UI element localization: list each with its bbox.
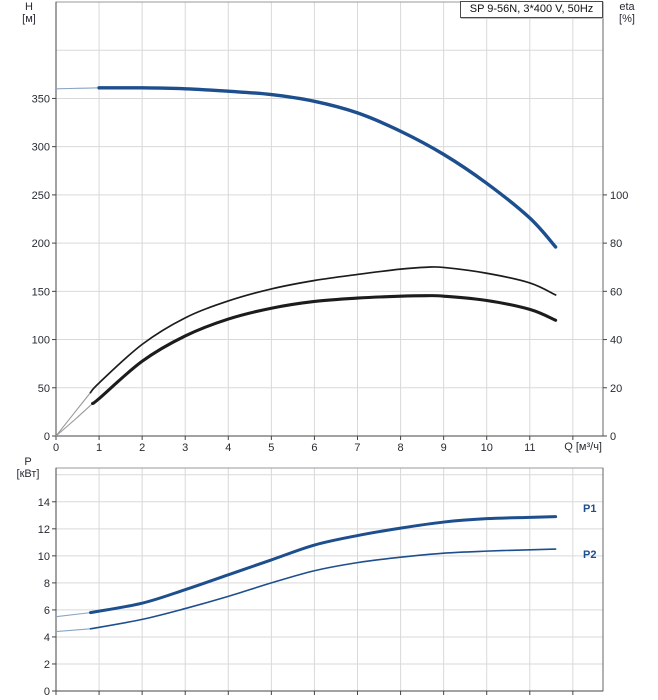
svg-text:0: 0	[44, 686, 50, 698]
svg-text:7: 7	[354, 442, 360, 454]
p-axis-label: P	[24, 456, 32, 468]
svg-text:10: 10	[38, 551, 50, 563]
svg-text:4: 4	[225, 442, 231, 454]
svg-text:0: 0	[53, 442, 59, 454]
svg-text:8: 8	[44, 578, 50, 590]
svg-text:300: 300	[32, 142, 50, 154]
svg-text:150: 150	[32, 286, 50, 298]
q-axis-label: Q [м³/ч]	[564, 441, 602, 453]
svg-text:6: 6	[311, 442, 317, 454]
svg-text:250: 250	[32, 190, 50, 202]
svg-text:14: 14	[38, 497, 50, 509]
svg-text:40: 40	[610, 335, 622, 347]
svg-text:200: 200	[32, 238, 50, 250]
p-axis-unit: [кВт]	[16, 468, 40, 480]
svg-text:20: 20	[610, 383, 622, 395]
svg-text:0: 0	[44, 431, 50, 443]
p1-curve-label: P1	[583, 503, 597, 515]
svg-text:0: 0	[610, 431, 616, 443]
svg-text:100: 100	[610, 190, 628, 202]
svg-text:12: 12	[38, 524, 50, 536]
svg-text:10: 10	[481, 442, 493, 454]
svg-text:1: 1	[96, 442, 102, 454]
svg-text:4: 4	[44, 632, 50, 644]
svg-text:9: 9	[441, 442, 447, 454]
svg-text:8: 8	[398, 442, 404, 454]
eta-axis-unit: [%]	[619, 13, 635, 25]
svg-text:3: 3	[182, 442, 188, 454]
eta-axis-label: eta	[619, 1, 635, 13]
svg-text:100: 100	[32, 335, 50, 347]
pump-model-label: SP 9-56N, 3*400 V, 50Hz	[469, 3, 594, 15]
p2-curve-label: P2	[583, 549, 597, 561]
h-axis-unit: [м]	[22, 13, 36, 25]
h-axis-label: H	[25, 1, 33, 13]
svg-text:6: 6	[44, 605, 50, 617]
svg-text:2: 2	[44, 659, 50, 671]
svg-text:60: 60	[610, 286, 622, 298]
svg-text:5: 5	[268, 442, 274, 454]
svg-text:50: 50	[38, 383, 50, 395]
svg-text:80: 80	[610, 238, 622, 250]
svg-text:11: 11	[524, 442, 535, 454]
svg-text:2: 2	[139, 442, 145, 454]
pump-model-title-box: SP 9-56N, 3*400 V, 50Hz	[460, 1, 603, 18]
svg-text:350: 350	[32, 93, 50, 105]
